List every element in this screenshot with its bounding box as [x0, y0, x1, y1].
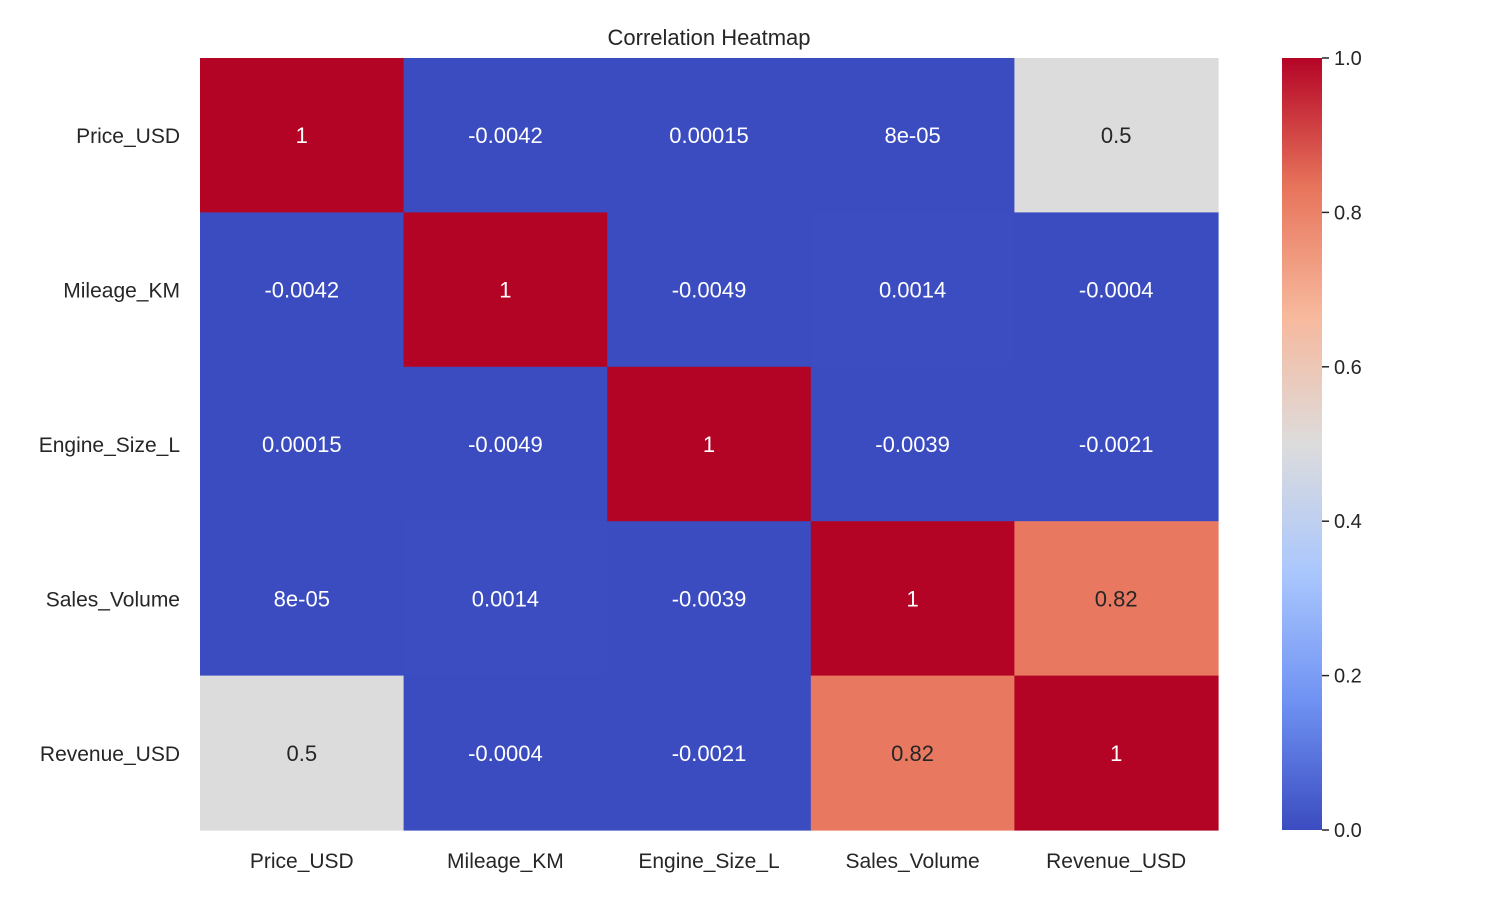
cell-value-label: -0.0042 [468, 123, 543, 148]
x-tick-labels: Price_USD Mileage_KM Engine_Size_L Sales_Vo… [250, 850, 1186, 873]
cell-value-label: 1 [1110, 741, 1122, 766]
cell-value-label: -0.0004 [468, 741, 543, 766]
cell-value-label: 1 [906, 586, 918, 611]
heatmap-cell [1014, 366, 1219, 522]
colorbar-tick-label: 0.8 [1334, 202, 1362, 224]
x-tick-label: Price_USD [250, 850, 354, 873]
heatmap-cell [607, 521, 812, 677]
colorbar-tick-label: 0.4 [1334, 511, 1362, 533]
y-tick-labels: Price_USD Mileage_KM Engine_Size_L Sales_Vo… [39, 125, 180, 766]
colorbar-tick-label: 1.0 [1334, 48, 1362, 70]
chart-title: Correlation Heatmap [608, 25, 811, 50]
cell-value-label: 0.00015 [669, 123, 749, 148]
cell-value-label: -0.0021 [1079, 432, 1154, 457]
cell-value-label: 0.5 [1101, 123, 1132, 148]
heatmap-cell [403, 366, 608, 522]
heatmap-cell [1014, 675, 1219, 831]
x-tick-label: Mileage_KM [447, 850, 564, 873]
colorbar: 0.0 0.2 0.4 0.6 0.8 1.0 [1282, 48, 1362, 842]
cell-value-label: 1 [296, 123, 308, 148]
colorbar-tick-label: 0.2 [1334, 666, 1362, 688]
heatmap-cell [403, 58, 608, 213]
heatmap-cell [607, 58, 812, 213]
cell-value-label: 0.0014 [879, 278, 946, 303]
heatmap-cell [1014, 521, 1219, 677]
heatmap-cell [200, 58, 405, 213]
heatmap-cell [1014, 58, 1219, 213]
heatmap-cell [607, 675, 812, 831]
heatmap-cells: 1 -0.0042 0.00015 8e-05 0.5 -0.0042 1 -0.0049 0.… [200, 58, 1219, 831]
cell-value-label: -0.0039 [672, 586, 747, 611]
heatmap-cell [810, 212, 1015, 368]
cell-value-label: 0.82 [1095, 586, 1138, 611]
heatmap-cell [403, 675, 608, 831]
heatmap-cell [810, 675, 1015, 831]
heatmap-cell [200, 366, 405, 522]
x-tick-label: Revenue_USD [1046, 850, 1186, 873]
heatmap-cell [403, 212, 608, 368]
heatmap-cell [200, 212, 405, 368]
heatmap-cell [200, 675, 405, 831]
cell-value-label: 0.5 [287, 741, 318, 766]
heatmap-cell [810, 58, 1015, 213]
cell-value-label: -0.0021 [672, 741, 747, 766]
heatmap-cell [200, 521, 405, 677]
cell-value-label: 8e-05 [884, 123, 940, 148]
cell-value-label: 1 [703, 432, 715, 457]
y-tick-label: Mileage_KM [63, 280, 180, 303]
colorbar-ticks: 0.0 0.2 0.4 0.6 0.8 1.0 [1322, 48, 1362, 842]
heatmap-cell [1014, 212, 1219, 368]
cell-value-label: 0.00015 [262, 432, 342, 457]
cell-value-label: -0.0039 [875, 432, 950, 457]
cell-value-label: -0.0004 [1079, 278, 1154, 303]
x-tick-label: Sales_Volume [845, 850, 979, 873]
cell-value-label: -0.0042 [264, 278, 339, 303]
heatmap-cell [607, 212, 812, 368]
y-tick-label: Engine_Size_L [39, 434, 180, 457]
cell-value-label: -0.0049 [468, 432, 543, 457]
y-tick-label: Price_USD [76, 125, 180, 148]
heatmap-cell [403, 521, 608, 677]
y-tick-label: Revenue_USD [40, 743, 180, 766]
heatmap-cell [607, 366, 812, 522]
colorbar-tick-label: 0.0 [1334, 820, 1362, 842]
colorbar-gradient [1282, 58, 1322, 830]
cell-value-label: 0.0014 [472, 586, 539, 611]
cell-value-label: -0.0049 [672, 278, 747, 303]
colorbar-tick-label: 0.6 [1334, 357, 1362, 379]
cell-value-label: 8e-05 [274, 586, 330, 611]
cell-value-label: 0.82 [891, 741, 934, 766]
cell-value-label: 1 [499, 278, 511, 303]
heatmap-cell [810, 521, 1015, 677]
y-tick-label: Sales_Volume [46, 588, 180, 611]
x-tick-label: Engine_Size_L [638, 850, 779, 873]
heatmap-cell [810, 366, 1015, 522]
